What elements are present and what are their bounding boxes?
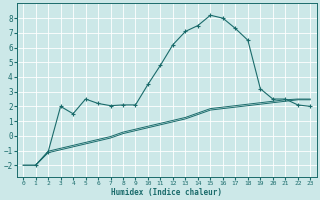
X-axis label: Humidex (Indice chaleur): Humidex (Indice chaleur) <box>111 188 222 197</box>
